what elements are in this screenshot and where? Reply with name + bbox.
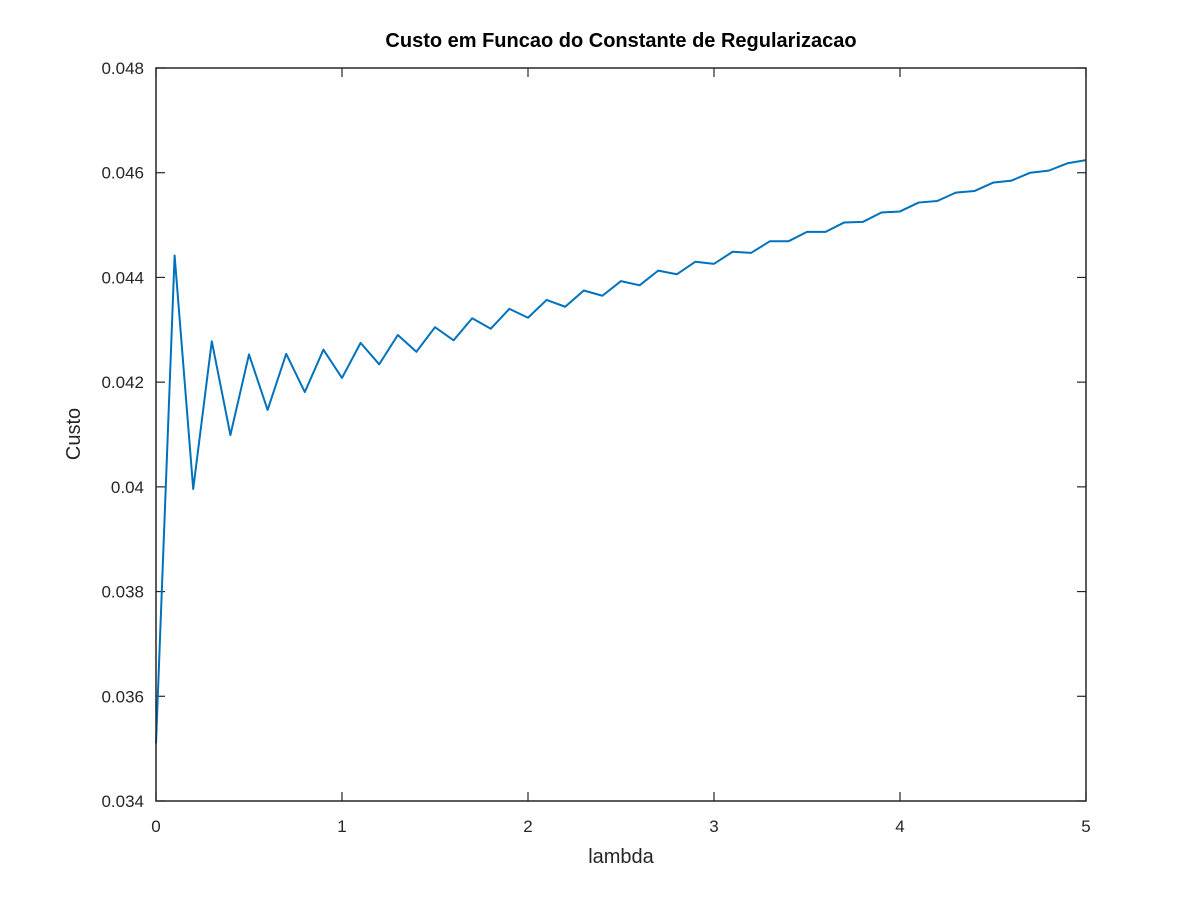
x-axis-label: lambda [588, 846, 654, 868]
y-tick-label: 0.04 [111, 478, 144, 497]
y-tick-label: 0.046 [101, 164, 144, 183]
y-tick-label: 0.044 [101, 268, 144, 287]
y-axis: 0.034 0.036 0.038 0.04 0.042 0.044 0.046 0.048 [101, 59, 1086, 811]
x-tick-label: 4 [895, 817, 904, 836]
axes-box [155, 67, 1087, 802]
chart-title: Custo em Funcao do Constante de Regulari… [385, 30, 856, 52]
x-tick-label: 3 [709, 817, 718, 836]
y-tick-label: 0.048 [101, 59, 144, 78]
data-line [155, 159, 1087, 744]
y-tick-label: 0.034 [101, 792, 144, 811]
x-tick-label: 5 [1081, 817, 1090, 836]
x-tick-label: 2 [523, 817, 532, 836]
x-tick-label: 0 [151, 817, 160, 836]
y-tick-label: 0.042 [101, 373, 144, 392]
y-axis-label: Custo [63, 408, 85, 460]
plot-area [156, 68, 1086, 801]
y-tick-label: 0.036 [101, 687, 144, 706]
y-tick-label: 0.038 [101, 583, 144, 602]
x-tick-label: 1 [337, 817, 346, 836]
